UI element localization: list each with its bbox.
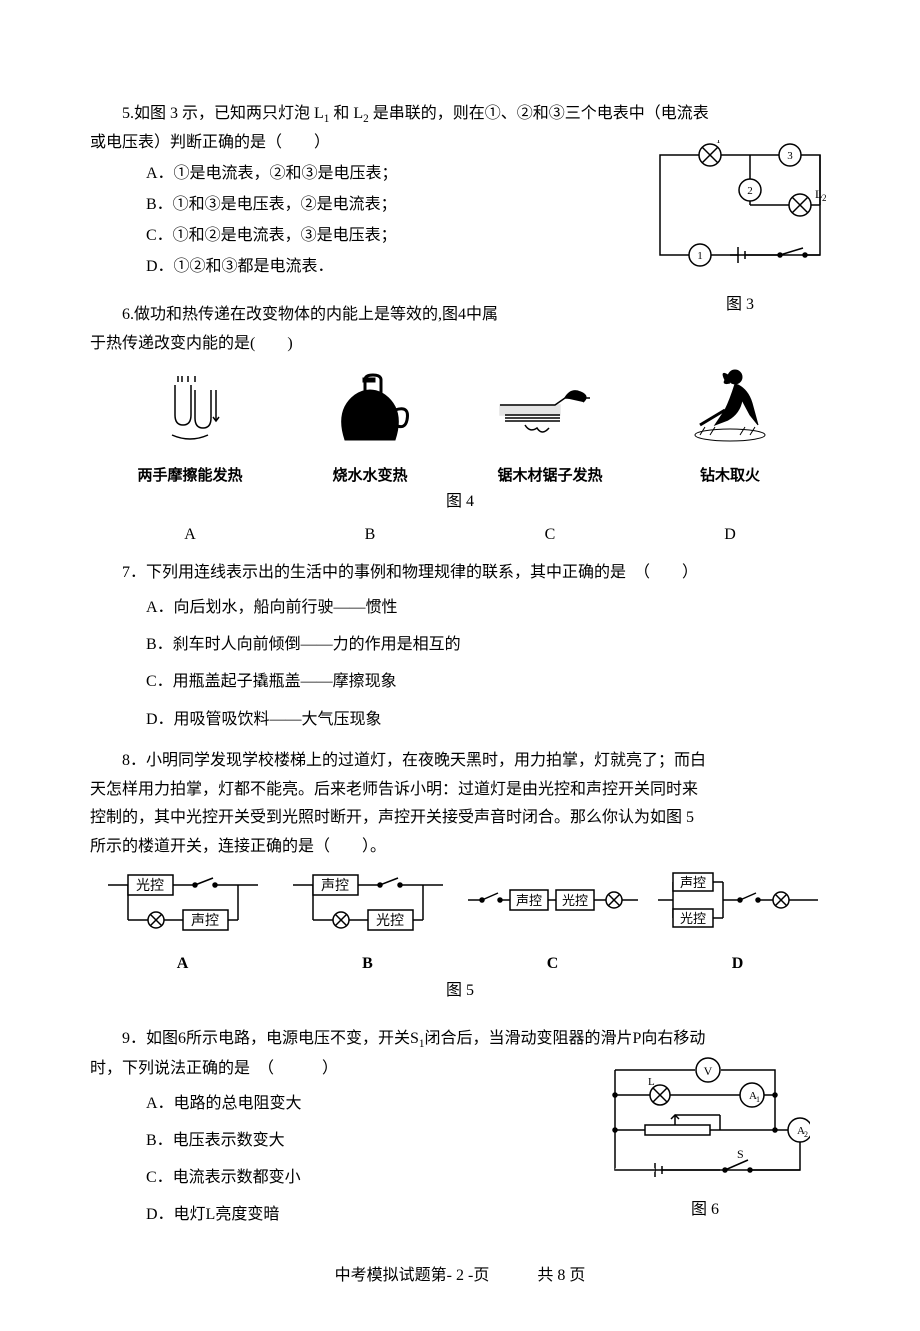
q9-circuit-diagram: V L A 1 — [600, 1055, 810, 1225]
t: 9．如图6所示电路，电源电压不变，开关S — [122, 1030, 419, 1047]
q9-stem-l1: 9．如图6所示电路，电源电压不变，开关S1闭合后，当滑动变阻器的滑片P向右移动 — [90, 1025, 830, 1054]
q6-figures: 两手摩擦能发热 烧水水变热 锯木材锯子发热 — [90, 365, 830, 490]
q6-stem-l2: 于热传递改变内能的是( ) — [90, 330, 830, 359]
q6-figure-label: 图 4 — [90, 488, 830, 517]
cap: 两手摩擦能发热 — [100, 463, 280, 490]
question-8: 8．小明同学发现学校楼梯上的过道灯，在夜晚天黑时，用力拍掌，灯就亮了；而白 天怎… — [90, 747, 830, 1006]
q7-options: A．向后划水，船向前行驶——惯性 B．刹车时人向前倾倒——力的作用是相互的 C．… — [90, 590, 830, 737]
q8-fig-a: 光控 声控 A — [90, 870, 275, 979]
question-6: 6.做功和热传递在改变物体的内能上是等效的,图4中属 于热传递改变内能的是( )… — [90, 301, 830, 549]
svg-text:1: 1 — [756, 1095, 760, 1104]
l: D — [645, 950, 830, 979]
l: B — [280, 521, 460, 550]
q6-letters: A B C D — [90, 521, 830, 550]
q8-stem-l1: 8．小明同学发现学校楼梯上的过道灯，在夜晚天黑时，用力拍掌，灯就亮了；而白 — [90, 747, 830, 776]
q7-option-d: D．用吸管吸饮料——大气压现象 — [146, 702, 830, 737]
svg-text:V: V — [704, 1064, 713, 1078]
svg-text:声控: 声控 — [515, 893, 541, 908]
q8-fig-c: 声控 光控 C — [460, 870, 645, 979]
q7-option-c: C．用瓶盖起子撬瓶盖——摩擦现象 — [146, 664, 830, 699]
svg-text:声控: 声控 — [191, 913, 219, 929]
svg-text:声控: 声控 — [321, 878, 349, 894]
svg-text:光控: 光控 — [561, 893, 587, 908]
l: D — [640, 521, 820, 550]
q8-fig-b: 声控 光控 B — [275, 870, 460, 979]
question-9: 9．如图6所示电路，电源电压不变，开关S1闭合后，当滑动变阻器的滑片P向右移动 … — [90, 1025, 830, 1232]
q7-stem: 7．下列用连线表示出的生活中的事例和物理规律的联系，其中正确的是 （ ） — [90, 559, 830, 588]
svg-text:L: L — [706, 140, 713, 143]
q5-circuit-diagram: L1 L2 1 2 3 图 3 — [650, 140, 830, 320]
svg-text:3: 3 — [787, 150, 793, 162]
svg-text:光控: 光控 — [376, 913, 404, 929]
svg-text:2: 2 — [804, 1130, 808, 1139]
q8-stem-l2: 天怎样用力拍掌，灯都不能亮。后来老师告诉小明：过道灯是由光控和声控开关同时来 — [90, 776, 830, 805]
q6-fig-c: 锯木材锯子发热 — [460, 370, 640, 490]
svg-text:1: 1 — [697, 250, 703, 262]
t: 是串联的，则在①、②和③三个电表中（电流表 — [369, 105, 709, 122]
question-5: 5.如图 3 示，已知两只灯泡 L 1 和 L 2 是串联的，则在①、②和③三个电表… — [90, 100, 830, 281]
q6-fig-a: 两手摩擦能发热 — [100, 370, 280, 490]
page-footer: 中考模拟试题第- 2 -页 共 8 页 — [90, 1262, 830, 1291]
svg-text:2: 2 — [747, 185, 753, 197]
l: C — [460, 521, 640, 550]
q5-stem: 5.如图 3 示，已知两只灯泡 L1 和 L2 是串联的，则在①、②和③三个电表… — [90, 100, 830, 129]
svg-text:光控: 光控 — [679, 911, 705, 926]
q8-figure-label: 图 5 — [90, 977, 830, 1006]
l: C — [460, 950, 645, 979]
svg-text:2: 2 — [822, 193, 827, 203]
cap: 烧水水变热 — [280, 463, 460, 490]
svg-text:光控: 光控 — [136, 878, 164, 894]
cap: 锯木材锯子发热 — [460, 463, 640, 490]
q6-fig-d: 钻木取火 — [640, 365, 820, 490]
l: A — [100, 521, 280, 550]
q7-option-a: A．向后划水，船向前行驶——惯性 — [146, 590, 830, 625]
t: 闭合后，当滑动变阻器的滑片P向右移动 — [425, 1030, 706, 1047]
l: A — [90, 950, 275, 979]
q8-stem-l4: 所示的楼道开关，连接正确的是（ ）。 — [90, 833, 830, 862]
q5-figure-label: 图 3 — [650, 291, 830, 320]
svg-text:声控: 声控 — [679, 875, 705, 890]
q8-fig-d: 声控 光控 D — [645, 870, 830, 979]
q8-stem-l3: 控制的，其中光控开关受到光照时断开，声控开关接受声音时闭合。那么你认为如图 5 — [90, 804, 830, 833]
cap: 钻木取火 — [640, 463, 820, 490]
q9-figure-label: 图 6 — [600, 1196, 810, 1225]
t: 和 L — [329, 105, 363, 122]
svg-text:1: 1 — [716, 140, 721, 145]
svg-text:S: S — [737, 1147, 744, 1161]
svg-text:L: L — [648, 1076, 655, 1088]
t: 5.如图 3 示，已知两只灯泡 L — [122, 105, 324, 122]
question-7: 7．下列用连线表示出的生活中的事例和物理规律的联系，其中正确的是 （ ） A．向… — [90, 559, 830, 737]
l: B — [275, 950, 460, 979]
q7-option-b: B．刹车时人向前倾倒——力的作用是相互的 — [146, 627, 830, 662]
q8-figures: 光控 声控 A 声控 — [90, 870, 830, 979]
q6-fig-b: 烧水水变热 — [280, 370, 460, 490]
